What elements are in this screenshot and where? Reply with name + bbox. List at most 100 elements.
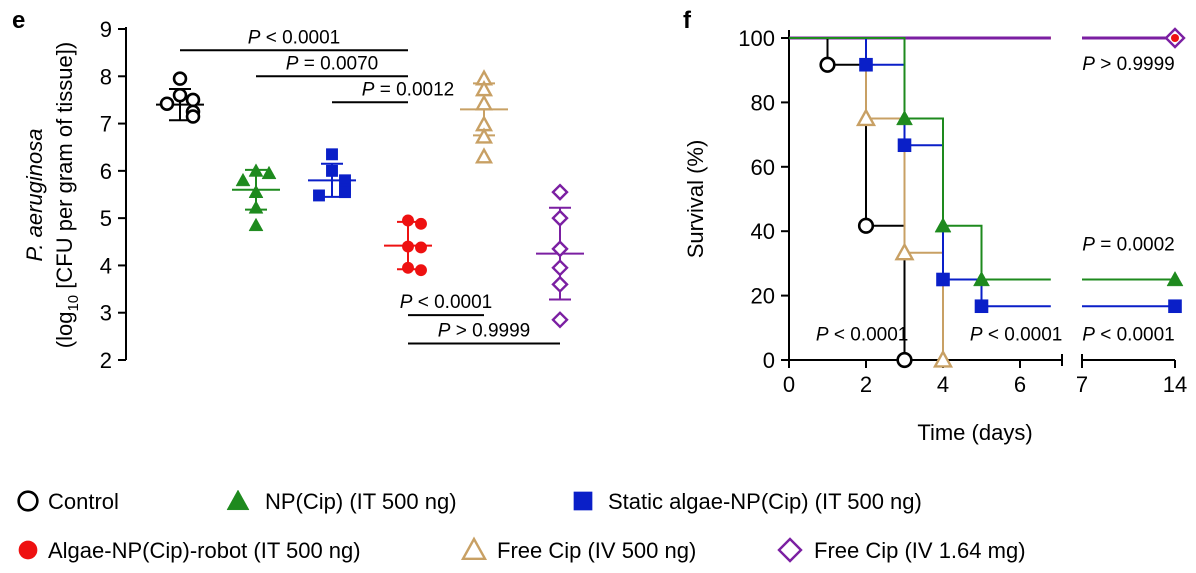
data-point bbox=[819, 56, 836, 73]
data-point bbox=[551, 259, 569, 277]
legend-marker-robot bbox=[18, 540, 38, 560]
y-tick-label: 20 bbox=[751, 284, 775, 309]
legend-label: Static algae-NP(Cip) (IT 500 ng) bbox=[608, 489, 922, 514]
data-point bbox=[248, 217, 264, 232]
data-point bbox=[248, 163, 264, 177]
data-point bbox=[339, 186, 351, 199]
data-point bbox=[857, 217, 875, 234]
series-free_it bbox=[789, 37, 954, 368]
legend-item-free_iv: Free Cip (IV 1.64 mg) bbox=[777, 537, 1026, 563]
data-point bbox=[936, 272, 950, 287]
y-tick-label: 40 bbox=[751, 219, 775, 244]
panel-letter-e: e bbox=[12, 7, 25, 34]
survival-p-value: P < 0.0001 bbox=[970, 325, 1062, 346]
group-np_cip bbox=[232, 163, 280, 232]
panel-letter-f: f bbox=[683, 7, 692, 34]
y-tick-label: 6 bbox=[100, 159, 112, 184]
data-point bbox=[896, 351, 913, 369]
y-tick-label: 8 bbox=[100, 64, 112, 89]
data-point bbox=[415, 241, 427, 254]
comparison-label: P < 0.0001 bbox=[248, 27, 340, 48]
data-point bbox=[551, 183, 569, 201]
series-np_cip bbox=[789, 37, 1184, 287]
series-static bbox=[789, 37, 1182, 314]
x-tick-label: 14 bbox=[1163, 372, 1187, 397]
y-tick-label: 3 bbox=[100, 301, 112, 326]
data-point bbox=[185, 109, 201, 124]
data-point bbox=[415, 217, 427, 230]
data-point bbox=[474, 127, 494, 144]
group-control bbox=[156, 71, 204, 124]
survival-p-value: P < 0.0001 bbox=[816, 325, 908, 346]
data-point bbox=[339, 174, 351, 187]
y-tick-label: 7 bbox=[100, 112, 112, 137]
legend-label: NP(Cip) (IT 500 ng) bbox=[265, 489, 457, 514]
panel-e-chart: e 2 3 4 5 6 7 8 9 P. aeruginosa(log10 [CFU per gr… bbox=[12, 7, 584, 373]
data-point bbox=[474, 147, 494, 164]
data-point bbox=[934, 217, 952, 233]
data-point bbox=[551, 240, 569, 258]
survival-line bbox=[789, 37, 906, 360]
data-point bbox=[859, 57, 873, 72]
legend-marker-free_it bbox=[460, 536, 488, 560]
legend-marker-free_iv bbox=[777, 537, 803, 563]
data-point bbox=[402, 261, 414, 274]
y-tick-label: 5 bbox=[100, 206, 112, 231]
comparison-label: P = 0.0070 bbox=[286, 53, 378, 74]
y-axis-label-species: P. aeruginosa bbox=[22, 129, 47, 262]
x-tick-label: 0 bbox=[783, 372, 795, 397]
group-free_it bbox=[460, 69, 508, 164]
comparison-label: P > 0.9999 bbox=[438, 320, 530, 341]
y-tick-label: 60 bbox=[751, 155, 775, 180]
legend-label: Algae-NP(Cip)-robot (IT 500 ng) bbox=[48, 538, 361, 563]
y-tick-label: 4 bbox=[100, 253, 112, 278]
survival-p-value: P = 0.0002 bbox=[1082, 235, 1174, 256]
group-static bbox=[308, 148, 356, 202]
survival-p-value: P < 0.0001 bbox=[1082, 325, 1174, 346]
data-point bbox=[248, 200, 264, 214]
data-point bbox=[894, 242, 915, 261]
data-point bbox=[551, 311, 569, 329]
group-robot bbox=[384, 214, 432, 277]
series-control bbox=[789, 37, 913, 369]
group-free_iv bbox=[536, 183, 584, 329]
y-tick-label: 100 bbox=[738, 26, 775, 51]
data-point bbox=[551, 275, 569, 294]
data-point bbox=[897, 138, 912, 153]
legend-label: Free Cip (IV 1.64 mg) bbox=[814, 538, 1026, 563]
legend-item-control: Control bbox=[17, 489, 119, 514]
data-point bbox=[551, 209, 569, 227]
data-point bbox=[896, 109, 913, 126]
data-point bbox=[973, 270, 990, 287]
data-point bbox=[326, 148, 338, 161]
legend-item-static: Static algae-NP(Cip) (IT 500 ng) bbox=[573, 489, 922, 514]
data-point bbox=[313, 189, 325, 202]
y-tick-label: 9 bbox=[100, 17, 112, 42]
legend-marker-control bbox=[17, 490, 39, 512]
y-axis-label-units: (log10 [CFU per gram of tissue]) bbox=[52, 42, 82, 348]
panel-f-chart: f 0 20 40 60 80 100 0 2 4 6 7 14 Time (days) Survival … bbox=[683, 7, 1187, 445]
data-point bbox=[172, 71, 188, 86]
legend: Control NP(Cip) (IT 500 ng) Static algae-N… bbox=[17, 489, 1026, 563]
data-point bbox=[159, 96, 175, 111]
data-point bbox=[1168, 299, 1182, 314]
data-point bbox=[415, 264, 427, 277]
data-point bbox=[974, 299, 989, 314]
x-axis-label: Time (days) bbox=[917, 420, 1032, 445]
data-point bbox=[402, 214, 414, 227]
survival-p-value: P > 0.9999 bbox=[1082, 54, 1174, 75]
y-tick-label: 2 bbox=[100, 348, 112, 373]
y-tick-label: 80 bbox=[751, 90, 775, 115]
data-point bbox=[474, 94, 494, 111]
data-point bbox=[248, 184, 264, 198]
x-tick-label: 7 bbox=[1076, 372, 1088, 397]
y-tick-label: 0 bbox=[763, 348, 775, 373]
data-point bbox=[855, 108, 877, 127]
comparison-label: P = 0.0012 bbox=[362, 79, 454, 100]
survival-line bbox=[789, 37, 1051, 308]
legend-marker-static bbox=[573, 491, 593, 511]
legend-item-robot: Algae-NP(Cip)-robot (IT 500 ng) bbox=[18, 538, 361, 563]
data-point bbox=[235, 172, 251, 187]
x-tick-label: 2 bbox=[860, 372, 872, 397]
